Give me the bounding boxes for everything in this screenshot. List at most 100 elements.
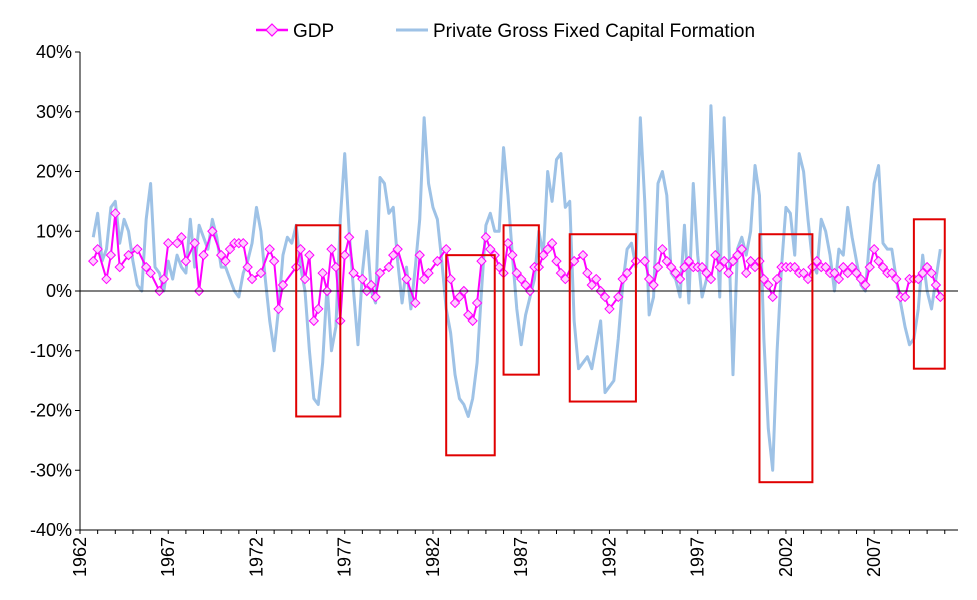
gdp-point <box>313 303 324 315</box>
gdp-point <box>718 255 730 267</box>
gdp-point <box>855 273 867 285</box>
x-tick-label: 2007 <box>864 537 884 577</box>
gdp-point <box>714 261 725 273</box>
y-tick-label: -40% <box>30 520 72 540</box>
gdp-point <box>860 279 871 291</box>
gdp-point <box>652 261 664 273</box>
gdp-point <box>846 261 858 273</box>
gdp-point <box>913 273 924 285</box>
gdp-point <box>736 243 748 255</box>
gdp-point <box>873 255 884 267</box>
gdp-point <box>264 243 275 255</box>
gdp-point <box>868 243 880 255</box>
gdp-point <box>383 261 395 273</box>
gdp-point <box>507 249 518 261</box>
highlight-box <box>445 254 496 457</box>
gdp-point <box>92 243 103 255</box>
gdp-point <box>392 243 403 255</box>
gdp-point <box>114 261 125 273</box>
highlight-box <box>758 233 814 484</box>
y-tick-label: -10% <box>30 341 72 361</box>
gdp-point <box>648 279 659 291</box>
gdp-point <box>666 261 677 273</box>
gdp-point <box>423 267 434 279</box>
legend-gdp-marker <box>265 23 279 37</box>
gdp-point <box>877 261 889 273</box>
x-tick-label: 1967 <box>158 537 178 577</box>
gdp-point <box>591 273 602 285</box>
gdp-point <box>582 267 593 279</box>
legend-label-gdp: GDP <box>293 21 334 42</box>
gdp-point <box>613 291 624 303</box>
x-axis-labels: 1962 1967 1972 1977 1982 1987 1992 1997 2002 2007 <box>70 537 884 577</box>
gdp-point <box>833 273 845 285</box>
gdp-point <box>410 297 421 309</box>
gdp-point <box>639 255 650 267</box>
gdp-point <box>546 237 558 249</box>
gdp-point <box>105 249 117 261</box>
gdp-point <box>299 273 311 285</box>
gdp-point <box>370 291 381 303</box>
gdp-point <box>829 267 840 279</box>
gdp-point <box>440 243 452 255</box>
gdp-point <box>798 267 809 279</box>
gdp-point <box>511 267 523 279</box>
gdp-point <box>357 273 368 285</box>
recession-highlights <box>295 218 946 484</box>
gdp-point <box>520 279 531 291</box>
gdp-point <box>101 273 112 285</box>
gdp-point <box>330 261 342 273</box>
gdp-point <box>661 255 673 267</box>
y-tick-label: 0% <box>46 281 72 301</box>
gdp-point <box>701 267 712 279</box>
gdp-point <box>577 249 589 261</box>
x-tick-label: 1992 <box>599 537 619 577</box>
gdp-point <box>365 279 377 291</box>
gdp-point <box>710 249 721 261</box>
gdp-point <box>811 255 823 267</box>
gdp-point <box>480 232 492 243</box>
gdp-point <box>88 255 99 267</box>
gdp-point <box>926 267 937 279</box>
gdp-point <box>864 261 875 273</box>
legend-label-pgfcf: Private Gross Fixed Capital Formation <box>433 21 755 42</box>
gdp-point <box>171 237 183 249</box>
gdp-point <box>741 267 752 279</box>
gdp-point <box>207 226 218 237</box>
gdp-point <box>789 261 800 273</box>
gdp-point <box>820 261 831 273</box>
gdp-point <box>485 243 496 255</box>
gdp-point <box>238 237 249 249</box>
x-tick-label: 2002 <box>776 537 796 577</box>
gdp-point <box>317 267 328 279</box>
gdp-point <box>242 261 253 273</box>
gdp-point <box>268 255 280 267</box>
gdp-point <box>917 267 928 279</box>
gdp-point <box>255 267 267 279</box>
gdp-point <box>471 297 483 309</box>
y-tick-label: -30% <box>30 460 72 480</box>
gdp-point <box>224 243 236 255</box>
gdp-point <box>643 273 655 285</box>
gdp-point <box>132 243 143 255</box>
gdp-point <box>842 267 853 279</box>
gdp-point <box>683 255 695 267</box>
series-gdp <box>88 208 946 327</box>
x-tick-label: 1972 <box>246 537 266 577</box>
gdp-point <box>463 309 474 321</box>
chart-legend: GDP Private Gross Fixed Capital Formatio… <box>256 21 755 42</box>
gdp-point <box>432 255 443 267</box>
gdp-point <box>767 291 778 303</box>
gdp-point <box>838 261 849 273</box>
gdp-point <box>418 273 430 285</box>
gdp-point <box>295 243 306 255</box>
gdp-point <box>586 279 598 291</box>
gdp-point <box>674 273 686 285</box>
gdp-point <box>723 267 734 279</box>
gdp-point <box>277 279 289 291</box>
gdp-point <box>198 249 209 261</box>
y-tick-label: -20% <box>30 401 72 421</box>
gdp-point <box>935 291 946 303</box>
highlight-box <box>912 218 946 370</box>
gdp-point <box>189 237 200 249</box>
